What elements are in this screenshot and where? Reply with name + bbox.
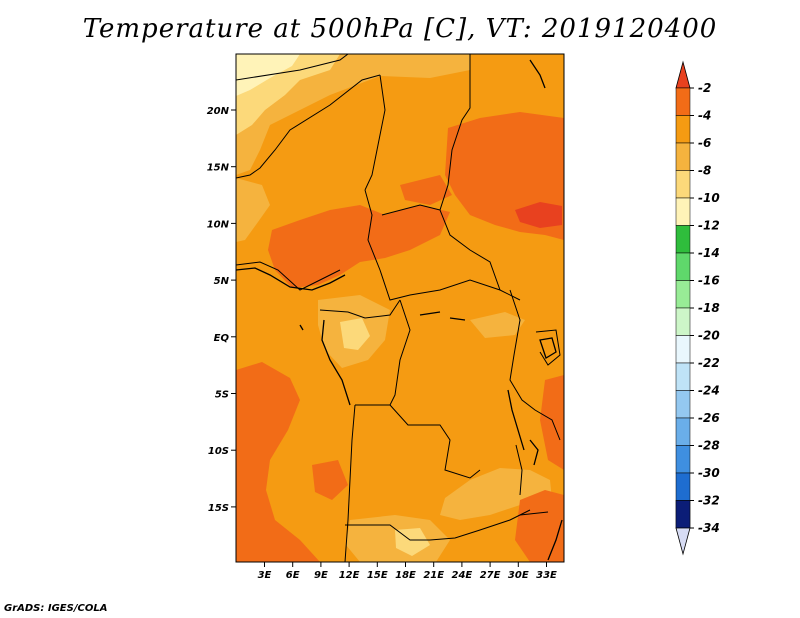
colorbar-bin	[675, 142, 691, 171]
colorbar-label: -30	[698, 466, 720, 480]
colorbar-bin	[675, 252, 691, 281]
lakes	[419, 311, 557, 466]
lat-tick-label: 10N	[207, 219, 230, 230]
colorbar-label: -34	[698, 521, 720, 535]
colorbar-bin	[675, 197, 691, 226]
colorbar-bin	[675, 445, 691, 474]
colorbar-label: -26	[698, 411, 720, 425]
warm-region-congo-pale	[340, 318, 370, 350]
lon-tick-label: 12E	[339, 570, 360, 581]
map-plot-area	[236, 54, 564, 562]
lat-tick-label: 15S	[208, 503, 229, 514]
colorbar-label: -12	[698, 219, 720, 233]
colorbar-bin	[675, 87, 691, 116]
latitude-ticks: 20N 15N 10N 5N EQ 5S 10S 15S	[207, 106, 236, 514]
lat-tick-label: 5S	[215, 390, 229, 401]
coastline	[236, 59, 563, 561]
country-borders	[236, 54, 561, 562]
colorbar-label: -2	[698, 81, 711, 95]
colorbar-bin	[675, 417, 691, 446]
lon-tick-label: 21E	[423, 570, 444, 581]
colorbar-label: -32	[698, 494, 720, 508]
warm-region-southwest-mid	[312, 460, 348, 500]
chart-title: Temperature at 500hPa [C], VT: 201912040…	[82, 14, 718, 44]
colorbar-bin	[675, 390, 691, 419]
colorbar-label: -18	[698, 301, 720, 315]
colorbar-label: -8	[698, 164, 711, 178]
colorbar-label: -4	[698, 109, 711, 123]
lat-tick-label: 15N	[207, 163, 230, 174]
colorbar: -2 -4 -6 -8 -10 -12 -14 -16 -18 -20 -22 -24 -26 -28 -3…	[675, 60, 720, 556]
grads-credit: GrADS: IGES/COLA	[4, 603, 108, 614]
warm-region-west-light	[236, 178, 270, 242]
lon-tick-label: 33E	[536, 570, 557, 581]
warm-region-nigeria	[268, 205, 450, 288]
colorbar-label: -22	[698, 356, 720, 370]
colorbar-label: -24	[698, 384, 720, 398]
longitude-ticks: 3E 6E 9E 12E 15E 18E 21E 24E 27E 30E 33E	[258, 562, 557, 581]
colorbar-bin	[675, 335, 691, 364]
lat-tick-label: 20N	[207, 106, 230, 117]
lon-tick-label: 15E	[367, 570, 388, 581]
lat-tick-label: EQ	[214, 333, 230, 344]
warm-region-southeast-light	[440, 468, 552, 520]
lon-tick-label: 27E	[480, 570, 501, 581]
colorbar-bin	[675, 500, 691, 529]
colorbar-label: -16	[698, 274, 720, 288]
warm-region-mozambique	[515, 490, 564, 562]
colorbar-label: -6	[698, 136, 711, 150]
lon-tick-label: 30E	[508, 570, 529, 581]
lon-tick-label: 9E	[314, 570, 328, 581]
colorbar-bin	[675, 472, 691, 501]
colorbar-bin	[675, 362, 691, 391]
warm-region-east-coast	[540, 375, 564, 470]
colorbar-above-triangle	[675, 60, 691, 89]
lat-tick-label: 10S	[208, 446, 229, 457]
lon-tick-label: 18E	[395, 570, 416, 581]
lon-tick-label: 3E	[258, 570, 272, 581]
colorbar-label: -14	[698, 246, 720, 260]
lat-tick-label: 5N	[214, 276, 230, 287]
warm-region-east-light	[470, 312, 525, 338]
lon-tick-label: 24E	[452, 570, 473, 581]
colorbar-bin	[675, 307, 691, 336]
colorbar-bin	[675, 170, 691, 199]
colorbar-label: -10	[698, 191, 720, 205]
colorbar-bin	[675, 115, 691, 144]
colorbar-bin	[675, 280, 691, 309]
warm-region-west-atlantic	[236, 362, 320, 562]
colorbar-label: -28	[698, 439, 720, 453]
warm-region-sudan-core	[515, 202, 562, 228]
colorbar-bin	[675, 225, 691, 254]
lon-tick-label: 6E	[286, 570, 300, 581]
warm-region-chad-strip	[400, 175, 452, 205]
colorbar-below-triangle	[675, 527, 691, 556]
map-frame	[235, 53, 565, 563]
colorbar-label: -20	[698, 329, 720, 343]
